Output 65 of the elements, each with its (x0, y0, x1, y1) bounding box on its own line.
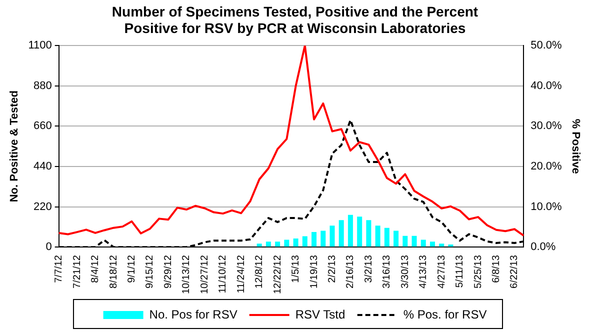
y-tick-label: 1100 (28, 40, 52, 52)
y2-tick-label: 30.0% (530, 120, 562, 132)
bar (402, 236, 408, 247)
x-tick-label: 11/24/12 (236, 254, 247, 294)
y-axis-title: No. Positive & Tested (8, 90, 21, 202)
bar (412, 236, 417, 247)
bar (375, 226, 380, 247)
x-tick-label: 12/8/12 (254, 254, 266, 288)
bar (266, 242, 271, 247)
x-tick-label: 2/2/13 (326, 254, 338, 283)
bar (366, 220, 372, 247)
y2-tick-label: 40.0% (530, 80, 562, 92)
x-tick-label: 3/16/13 (382, 254, 393, 288)
y-tick-label: 0 (46, 241, 52, 254)
bar (330, 226, 335, 247)
x-tick-label: 2/16/13 (345, 254, 356, 288)
x-tick-label: 10/27/12 (199, 254, 210, 294)
y2-tick-label: 20.0% (530, 160, 562, 173)
x-tick-label: 8/18/12 (108, 254, 120, 288)
legend-label: No. Pos for RSV (149, 307, 238, 322)
legend-label: % Pos. for RSV (403, 307, 487, 322)
x-tick-label: 11/10/12 (218, 254, 229, 294)
y-tick-label: 660 (33, 120, 52, 132)
x-tick-label: 6/22/13 (509, 254, 520, 288)
x-tick-label: 9/1/12 (126, 254, 138, 283)
bar (293, 238, 298, 247)
y-tick-label: 880 (33, 80, 52, 92)
bar (439, 244, 444, 247)
bar (284, 240, 290, 247)
bar (357, 216, 362, 247)
x-tick-label: 7/7/12 (54, 254, 65, 283)
x-tick-label: 1/19/13 (308, 254, 320, 288)
x-tick-label: 1/5/13 (290, 254, 302, 283)
legend-label: RSV Tstd (295, 307, 346, 322)
x-tick-label: 4/27/13 (436, 254, 448, 288)
x-tick-label: 3/30/13 (400, 254, 411, 288)
bar (256, 244, 262, 247)
x-tick-label: 9/15/12 (144, 254, 156, 288)
x-tick-label: 3/2/13 (363, 254, 374, 283)
y2-axis-title: % Positive (569, 118, 582, 174)
bar (394, 230, 399, 247)
x-tick-label: 5/11/13 (454, 254, 466, 288)
bar (384, 228, 390, 247)
x-tick-label: 7/21/12 (72, 254, 83, 288)
x-tick-label: 4/13/13 (418, 254, 430, 288)
bar (348, 214, 353, 247)
y-tick-label: 440 (33, 160, 52, 173)
bar (302, 236, 308, 247)
x-tick-label: 10/13/12 (181, 254, 192, 294)
y2-tick-label: 0.0% (530, 241, 556, 254)
chart-title: Number of Specimens Tested, Positive and the Percent Positive for RSV by PCR at Wisconsin Laboratories (112, 3, 478, 36)
bar (312, 232, 317, 247)
y2-tick-label: 10.0% (530, 200, 562, 213)
x-tick-label: 8/4/12 (90, 254, 102, 283)
x-tick-label: 9/29/12 (162, 254, 174, 288)
bar (320, 230, 326, 247)
bar (275, 242, 280, 247)
y-tick-label: 220 (33, 200, 52, 213)
x-tick-label: 5/25/13 (472, 254, 484, 288)
x-tick-label: 6/8/13 (491, 254, 502, 283)
bar (420, 240, 426, 247)
x-tick-label: 12/22/12 (272, 254, 284, 294)
bar (338, 220, 344, 247)
y2-tick-label: 50.0% (530, 40, 562, 52)
bar (430, 242, 435, 247)
